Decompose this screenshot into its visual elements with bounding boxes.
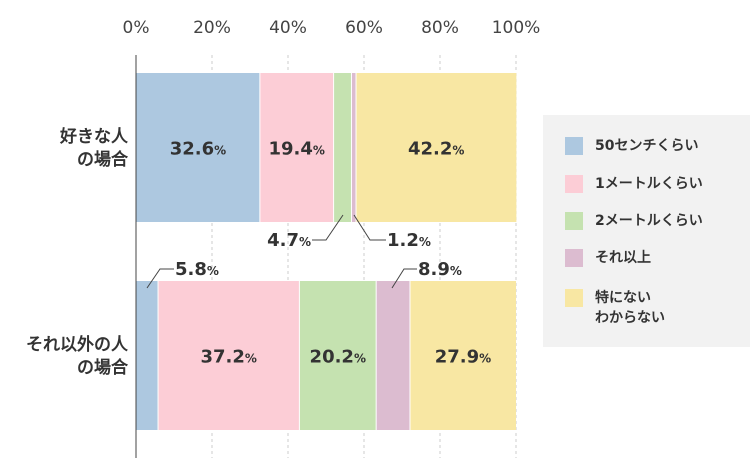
legend-item: 2メートルくらい	[565, 211, 703, 231]
category-label: 好きな人	[59, 126, 129, 147]
data-label: 1.2%	[387, 230, 431, 251]
x-tick-label: 20%	[193, 18, 231, 38]
leader-line	[353, 214, 386, 241]
bar-segment	[259, 73, 334, 222]
legend-swatch	[565, 212, 583, 230]
data-label: 42.2%	[408, 139, 464, 160]
legend-swatch	[565, 249, 583, 267]
data-label: 5.8%	[175, 259, 219, 280]
x-tick-label: 0%	[123, 18, 150, 38]
bar-segment	[333, 73, 352, 222]
legend: 50センチくらい 1メートルくらい 2メートルくらい それ以上特にない わからない	[543, 115, 750, 347]
bar-segment	[299, 281, 377, 430]
legend-item: 1メートルくらい	[565, 174, 703, 194]
bar-segment	[409, 281, 516, 430]
legend-item: それ以上	[565, 248, 651, 268]
data-label: 32.6%	[170, 139, 226, 160]
bar-segment	[136, 73, 260, 222]
legend-swatch	[565, 137, 583, 155]
leader-line	[146, 268, 174, 289]
data-label: 27.9%	[435, 347, 491, 368]
category-label: の場合	[77, 149, 129, 170]
legend-swatch	[565, 289, 583, 307]
legend-item: 50センチくらい	[565, 136, 698, 156]
legend-label: 特にない わからない	[595, 290, 665, 326]
data-label: 20.2%	[310, 347, 366, 368]
legend-label: 2メートルくらい	[595, 213, 703, 229]
x-tick-label: 40%	[269, 18, 307, 38]
legend-label: それ以上	[595, 250, 651, 266]
category-label: それ以外の人	[26, 334, 129, 355]
leader-line	[391, 268, 417, 289]
data-label: 19.4%	[269, 139, 325, 160]
bar-segment	[376, 281, 410, 430]
bar-segment	[351, 73, 357, 222]
x-tick-label: 60%	[345, 18, 383, 38]
bar-segment	[158, 281, 300, 430]
category-label: の場合	[77, 357, 129, 378]
data-label: 4.7%	[267, 230, 311, 251]
x-tick-label: 80%	[421, 18, 459, 38]
data-label: 8.9%	[418, 259, 462, 280]
bar-segment	[136, 281, 159, 430]
x-tick-label: 100%	[492, 18, 541, 38]
legend-label: 50センチくらい	[595, 138, 699, 154]
data-label: 37.2%	[200, 347, 256, 368]
legend-item: 特にない わからない	[565, 288, 665, 328]
bar-segment	[356, 73, 517, 222]
legend-label: 1メートルくらい	[595, 176, 703, 192]
leader-line	[312, 214, 344, 241]
legend-swatch	[565, 175, 583, 193]
